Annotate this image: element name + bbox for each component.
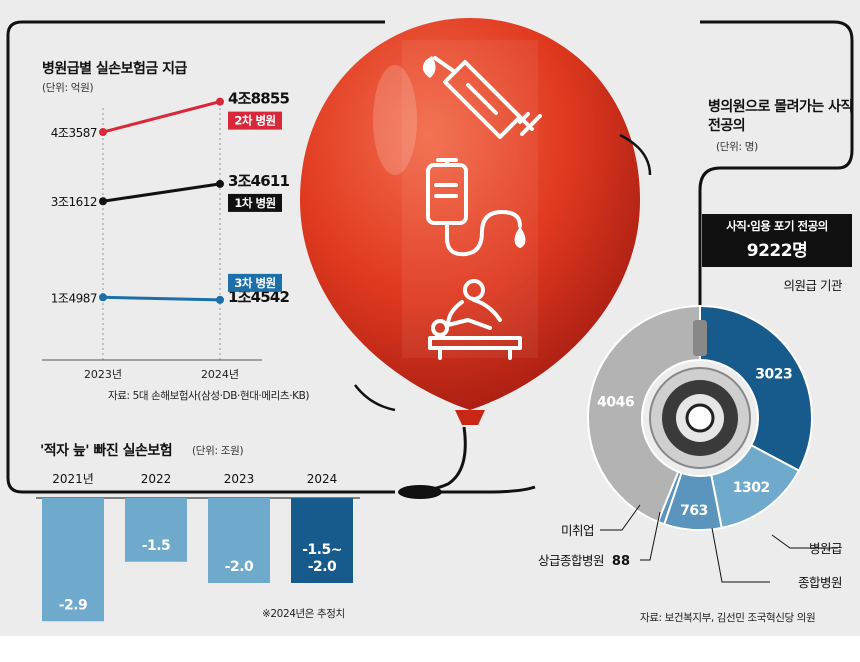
bar-value-label: -1.5 (142, 538, 171, 554)
syringe-icon (422, 56, 542, 139)
series-line (102, 182, 221, 203)
bar-category-label: 2023 (224, 472, 255, 486)
data-point (216, 97, 224, 106)
data-label: 1조4987 (51, 291, 97, 305)
bar-category-label: 2024 (307, 472, 338, 486)
donut-value-label: 88 (612, 554, 630, 569)
x-tick-label: 2023년 (84, 368, 122, 381)
string-knot (398, 485, 442, 499)
donut-value-label: 4046 (597, 395, 634, 411)
leader-line (640, 511, 661, 561)
data-point (216, 179, 224, 188)
series-tag-label: 1차 병원 (234, 196, 275, 210)
balloon-highlight (373, 65, 417, 175)
stethoscope-tube (693, 320, 707, 356)
donut-category-label: 상급종합병원 (538, 553, 604, 568)
donut-category-label: 병원급 (809, 541, 842, 556)
line-chart-source: 자료: 5대 손해보험사(삼성·DB·현대·메리츠·KB) (108, 390, 310, 402)
line-chart: 2023년 2024년 4조3587 4조8855 2차 병원 3조1612 3조4611 1… (42, 90, 290, 381)
balloon-string-tail (487, 485, 536, 494)
series-tag-box (228, 273, 282, 292)
bar-category-label: 2021년 (52, 472, 94, 486)
motion-line (354, 384, 396, 412)
x-tick-label: 2024년 (201, 368, 239, 381)
stethoscope-center (685, 403, 715, 433)
series-tag-box (228, 111, 282, 130)
panel-frame-line (6, 35, 395, 494)
line-chart-title: 병원급별 실손보험금 지급 (42, 61, 187, 77)
series-tag-label: 3차 병원 (234, 276, 275, 290)
bar-category-label: 2022 (141, 472, 172, 486)
data-label: 4조3587 (51, 126, 97, 140)
panel-frame-line (6, 20, 385, 36)
data-point (99, 128, 107, 137)
series-line (102, 295, 221, 302)
bar (208, 498, 270, 583)
donut-value-label: 1302 (733, 480, 770, 496)
massage-therapy-icon (428, 279, 522, 360)
bar-chart-unit: (단위: 조원) (192, 445, 244, 457)
bar-value-label: -2.0 (225, 559, 254, 575)
total-callout-value: 9222명 (746, 241, 808, 261)
motion-line (619, 133, 652, 176)
data-label: 3조1612 (51, 195, 97, 209)
bar-chart-note: ※2024년은 추정치 (262, 608, 345, 620)
total-callout-label: 사직·임용 포기 전공의 (726, 219, 828, 233)
series-tag-label: 2차 병원 (234, 114, 275, 128)
data-label: 4조8855 (228, 90, 290, 108)
data-label: 3조4611 (228, 172, 290, 190)
series-line (102, 100, 221, 134)
data-point (99, 293, 107, 302)
leader-line (771, 534, 838, 549)
total-callout-box: 사직·임용 포기 전공의 9222명 (702, 214, 852, 267)
donut-category-label: 의원급 기관 (784, 278, 843, 293)
donut-title: 병의원으로 몰려가는 사직 전공의 (708, 99, 853, 134)
bar-value-label: -1.5~ (302, 542, 342, 558)
donut-value-label: 763 (680, 503, 708, 519)
donut-category-label: 미취업 (561, 523, 594, 538)
balloon-knot (455, 410, 485, 425)
data-point (216, 295, 224, 304)
donut-value-label: 3023 (755, 367, 792, 383)
bar-chart-title: '적자 늪' 빠진 실손보험 (40, 443, 173, 459)
balloon-body (300, 18, 640, 410)
line-chart-unit: (단위: 억원) (42, 82, 94, 94)
stethoscope-icon (649, 320, 751, 469)
donut-unit: (단위: 명) (716, 141, 758, 153)
donut-category-label: 종합병원 (798, 575, 842, 590)
leader-line (600, 504, 641, 531)
iv-drip-icon (426, 158, 526, 257)
data-point (99, 197, 107, 206)
data-label: 1조4542 (228, 288, 290, 306)
bar (42, 498, 104, 622)
leader-line (711, 527, 770, 583)
bar-value-label: -2.0 (308, 559, 337, 575)
bar-value-label: -2.9 (59, 597, 88, 613)
bar (291, 498, 353, 583)
series-tag-box (228, 193, 282, 212)
bar (125, 498, 187, 562)
panel-frame-right (698, 20, 854, 330)
donut-slice (699, 304, 813, 472)
donut-source: 자료: 보건복지부, 김선민 조국혁신당 의원 (640, 612, 816, 624)
balloon-icon-strip (402, 40, 538, 358)
donut-slice (587, 304, 701, 524)
